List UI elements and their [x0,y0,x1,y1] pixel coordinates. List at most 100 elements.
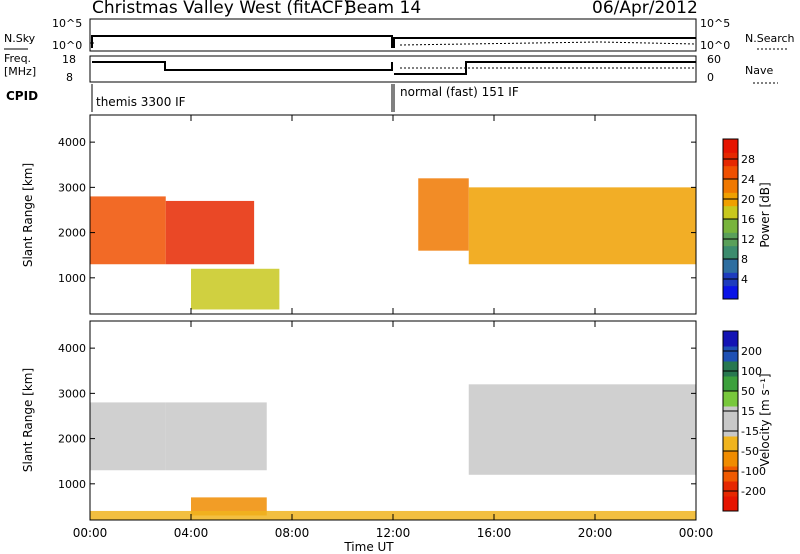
x-tick-label: 12:00 [376,526,411,540]
colorbar-swatch [723,165,738,180]
colorbar-tick-label: -15 [741,425,759,438]
nsky-label: N.Sky [4,32,36,45]
colorbar-swatch [723,361,738,377]
colorbar-swatch [723,421,738,437]
data-region [191,268,280,310]
nave-label: Nave [745,64,773,77]
data-region [418,178,469,251]
nsky-tick-high: 10^5 [52,17,82,30]
x-tick-label: 04:00 [174,526,209,540]
x-tick-label: 00:00 [73,526,108,540]
nsky-panel: N.Sky 10^5 10^0 10^5 10^0 N.Search [4,17,795,52]
colorbar-tick-label: 200 [741,345,762,358]
power-colorbar: 28 24 20 16 12 8 4 [722,138,755,300]
y-tick-label: 2000 [58,227,86,240]
colorbar-tick-label: 28 [741,153,755,166]
y-tick-label: 4000 [58,342,86,355]
freq-frame [89,55,697,83]
power-ylabel: Slant Range [km] [21,163,35,267]
data-region [90,402,166,471]
colorbar-tick-label: 20 [741,193,755,206]
nsearch-tick-high: 10^5 [700,17,730,30]
velocity-ylabel: Slant Range [km] [21,368,35,472]
freq-panel: Freq. [MHz] 18 8 60 0 Nave [4,52,778,84]
colorbar-tick-label: 50 [741,385,755,398]
y-tick-label: 3000 [58,181,86,194]
colorbar-swatch [723,179,738,193]
nave-tick-low: 0 [707,71,714,84]
nsearch-tick-low: 10^0 [700,39,730,52]
date-label: 06/Apr/2012 [592,0,698,18]
colorbar-tick-label: 16 [741,213,755,226]
colorbar-swatch [723,245,738,260]
colorbar-swatch [723,391,738,407]
data-region [165,402,267,471]
colorbar-swatch [723,259,738,273]
x-tick-label: 20:00 [578,526,613,540]
plot-title: Christmas Valley West (fitACF) [92,0,351,18]
colorbar-swatch [723,376,738,392]
nsky-tick-low: 10^0 [52,39,82,52]
x-tick-label: 08:00 [275,526,310,540]
x-tick-label: 16:00 [477,526,512,540]
colorbar-swatch [723,139,738,153]
cpid-segment-1: themis 3300 IF [96,95,186,109]
freq-label-1: Freq. [4,52,31,65]
x-axis-title: Time UT [343,540,394,554]
colorbar-swatch [723,406,738,422]
freq-label-2: [MHz] [4,65,36,78]
cpid-label: CPID [6,89,38,103]
colorbar-tick-label: 8 [741,253,748,266]
y-tick-label: 1000 [58,478,86,491]
nsky-trace [91,35,696,48]
velocity-colorbar: 200 100 50 15 -15 -50 -100 -200 [722,330,766,512]
colorbar-tick-label: 4 [741,273,748,286]
x-tick-label: 00:00 [679,526,714,540]
y-tick-label: 3000 [58,387,86,400]
colorbar-tick-label: -100 [741,465,766,478]
colorbar-swatch [723,205,738,220]
cpid-panel: CPID themis 3300 IF normal (fast) 151 IF [6,84,519,112]
cpid-segment-2: normal (fast) 151 IF [400,85,519,99]
nave-tick-high: 60 [707,53,721,66]
colorbar-swatch [723,451,738,467]
colorbar-tick-label: 15 [741,405,755,418]
power-y-axis: 1000 2000 3000 4000 [58,136,696,285]
velocity-colorbar-label: Velocity [m s⁻¹] [758,373,772,466]
colorbar-tick-label: 12 [741,233,755,246]
nsky-frame [89,18,697,52]
colorbar-tick-label: 24 [741,173,755,186]
data-region [191,497,267,516]
power-colorbar-label: Power [dB] [758,182,772,247]
y-tick-label: 4000 [58,136,86,149]
colorbar-tick-label: -50 [741,445,759,458]
beam-label: Beam 14 [345,0,422,18]
power-data [90,178,696,310]
data-region [165,200,255,265]
colorbar-swatch [723,346,738,362]
freq-tick-high: 18 [62,53,76,66]
power-panel: 1000 2000 3000 4000 Slant Range [km] [21,114,697,315]
colorbar-swatch [723,436,738,452]
colorbar-swatch [723,496,738,512]
colorbar-swatch [723,331,738,347]
y-tick-label: 2000 [58,433,86,446]
data-region [468,384,696,475]
velocity-panel: 1000 2000 3000 4000 Slant Range [km] [21,320,697,521]
data-region [90,196,166,265]
nsearch-trace [399,41,697,46]
colorbar-frame [722,330,739,512]
colorbar-swatch [723,219,738,233]
colorbar-swatch [723,285,738,300]
colorbar-swatch [723,466,738,482]
time-axis: 00:00 04:00 08:00 12:00 16:00 20:00 00:00 [73,115,714,540]
velocity-y-axis: 1000 2000 3000 4000 [58,342,696,491]
colorbar-swatch [723,481,738,497]
colorbar-tick-label: 100 [741,365,762,378]
y-tick-label: 1000 [58,272,86,285]
data-region [468,187,696,265]
colorbar-tick-label: -200 [741,485,766,498]
freq-tick-low: 8 [66,71,73,84]
nsearch-label: N.Search [745,32,795,45]
